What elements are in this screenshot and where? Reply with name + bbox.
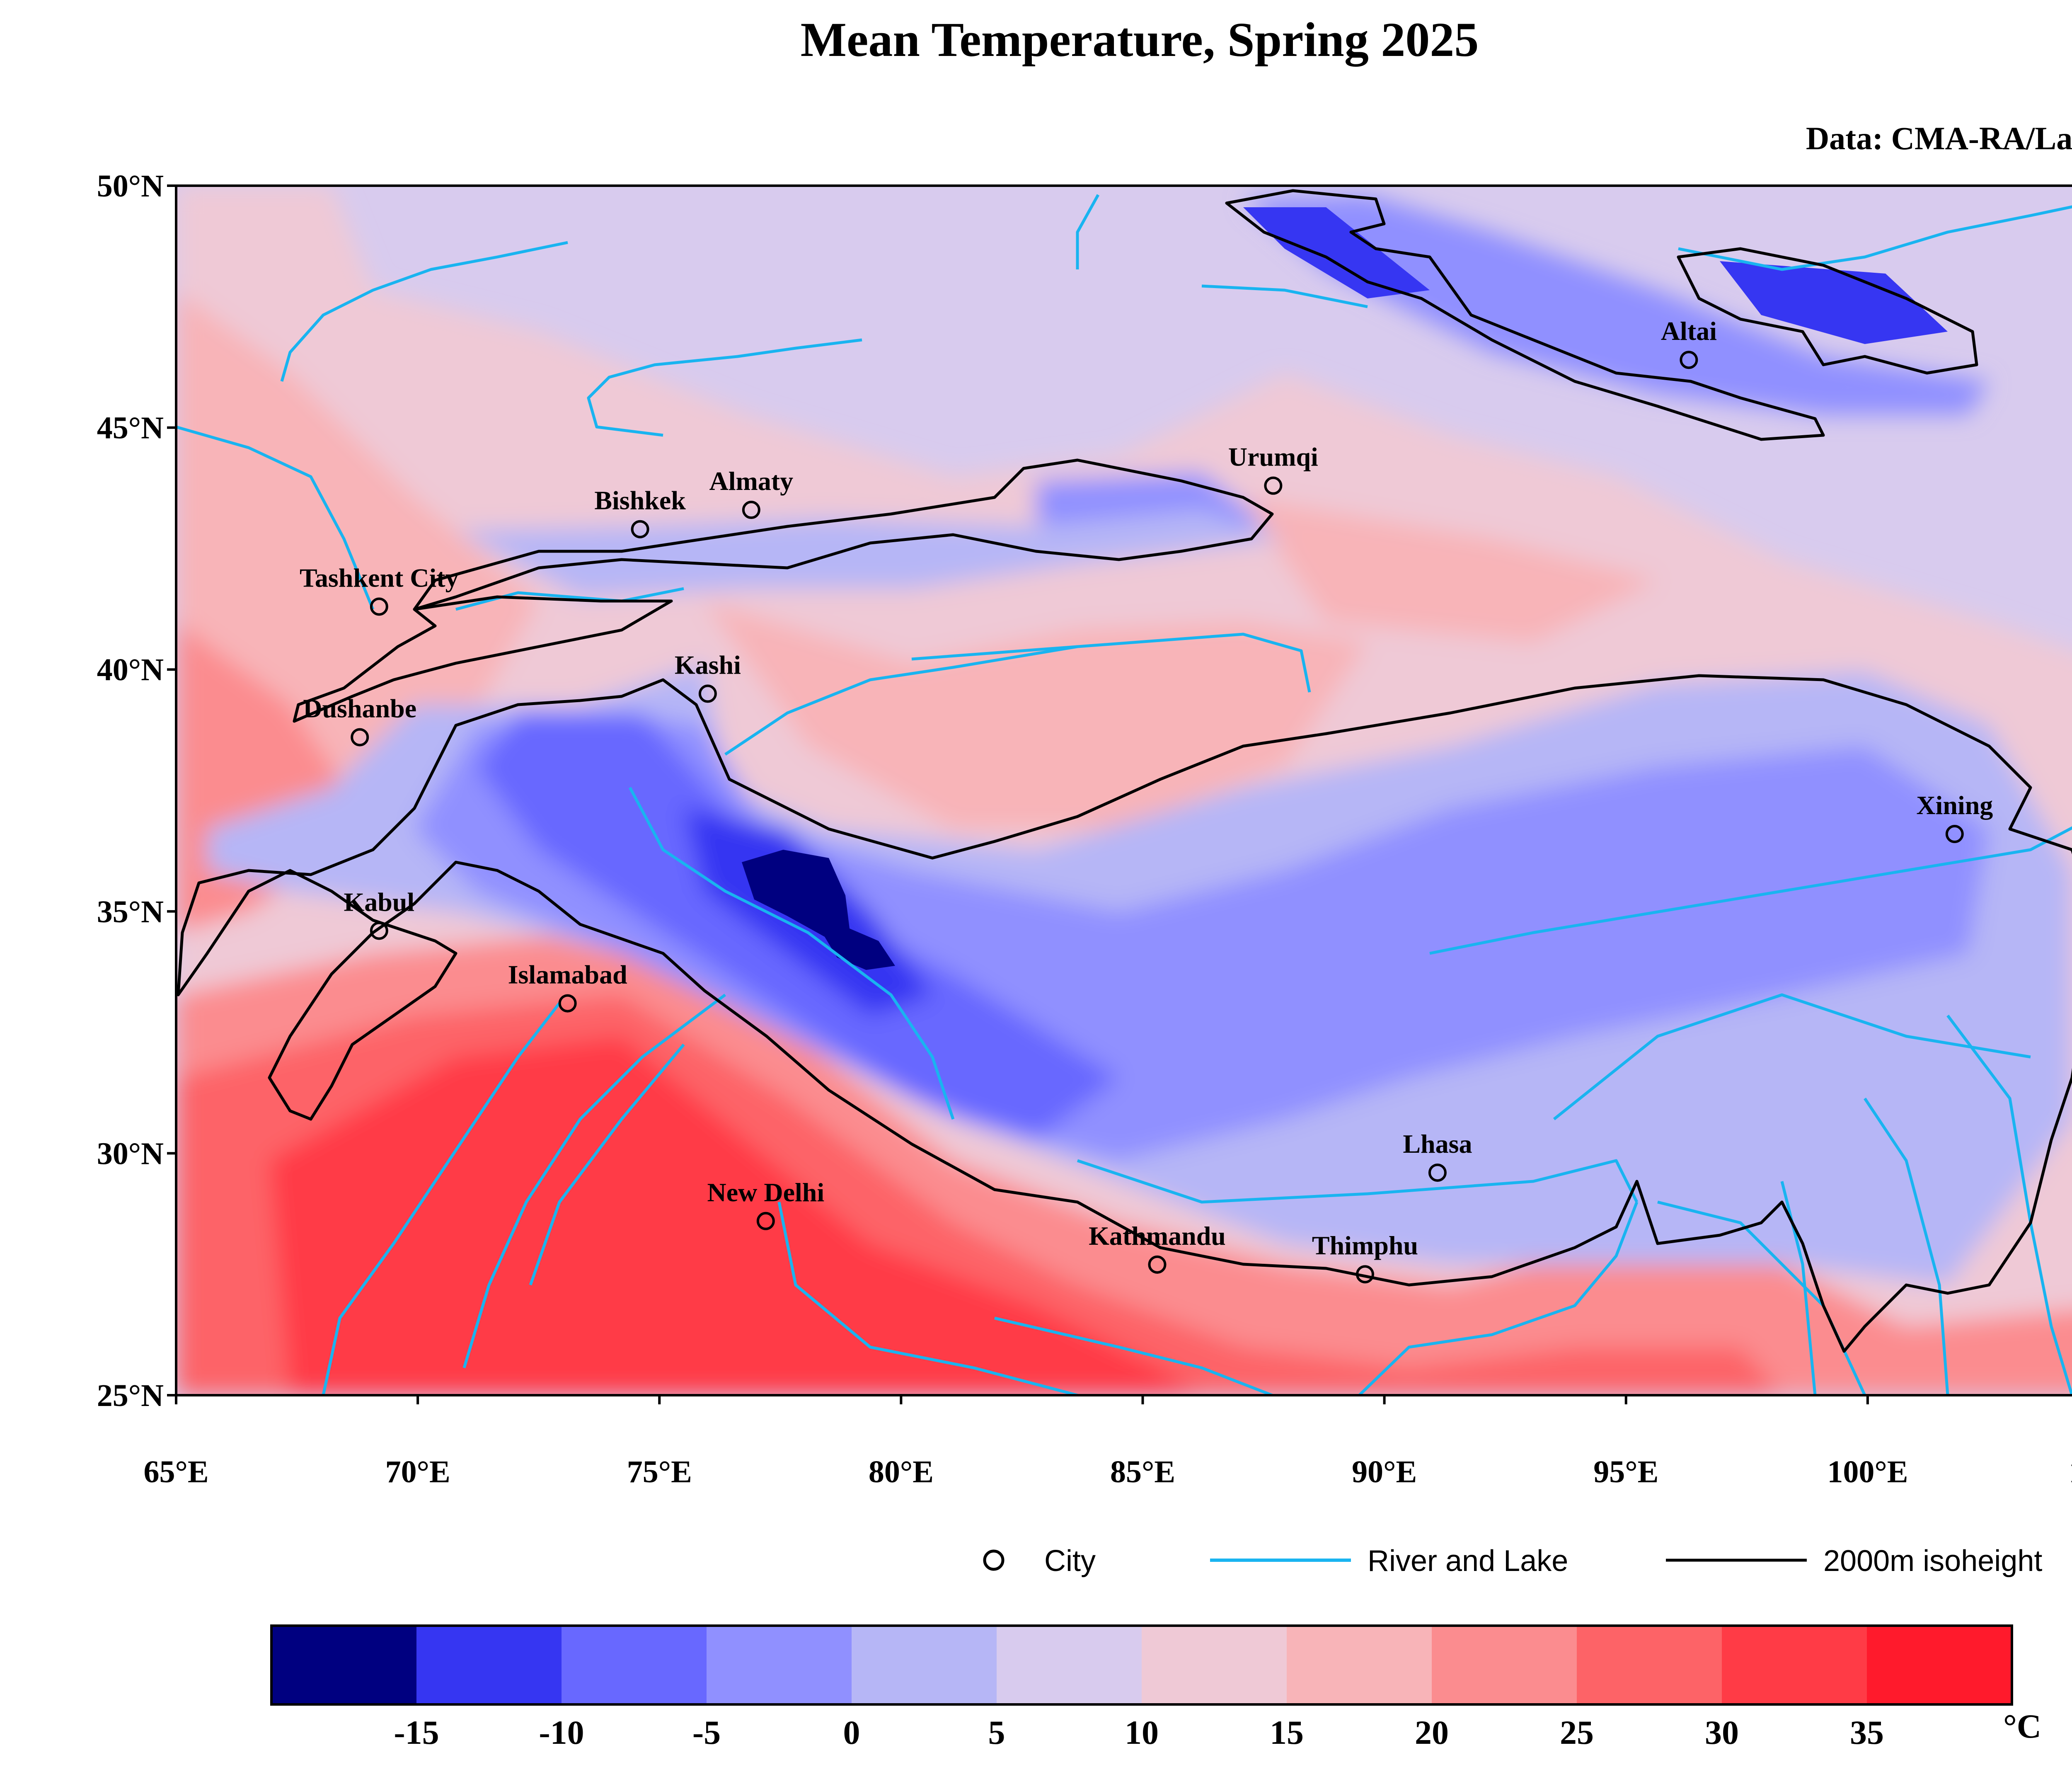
colorbar-swatch [1867,1626,2012,1704]
city-label: Tashkent City [300,563,459,592]
lon-tick-label: 80°E [869,1454,934,1489]
lon-tick-label: 95°E [1593,1454,1658,1489]
isoheight-2000m [177,189,2072,1353]
city-marker [1264,476,1283,495]
city-label: New Delhi [707,1178,825,1207]
city-layer: Altai Urumqi Almaty Bishkek Tashkent City Kas… [300,316,1993,1284]
city-label: Almaty [709,466,794,496]
legend-river-label: River and Lake [1368,1544,1568,1578]
city-label: Altai [1661,316,1717,346]
city-marker [370,921,388,940]
colorbar-tick-labels: -15 -10 -5 0 5 10 15 20 25 30 35 [394,1714,1884,1751]
rivers-and-lakes [176,194,2072,1395]
colorbar-tick-label: 15 [1270,1714,1304,1751]
city-marker [1428,1164,1447,1182]
colorbar-swatch [997,1626,1142,1704]
data-source: Data: CMA-RA/Land [1806,120,2072,156]
colorbar-tick-label: -10 [539,1714,584,1751]
colorbar-swatch [562,1626,707,1704]
city-marker [1945,825,1964,844]
city-label: Kathmandu [1089,1221,1226,1251]
lon-tick-label: 70°E [385,1454,450,1489]
map-title: Mean Temperature, Spring 2025 [801,12,1479,67]
city-label: Thimphu [1312,1231,1418,1260]
colorbar-swatch [1287,1626,1432,1704]
lon-tick-label: 75°E [627,1454,692,1489]
colorbar-frame [270,1624,2013,1706]
colorbar-swatch [1432,1626,1577,1704]
colorbar-swatch [416,1626,562,1704]
lat-tick-label: 30°N [97,1136,164,1171]
city-label: Urumqi [1228,442,1318,472]
legend-city-label: City [1044,1544,1096,1578]
colorbar-swatch [271,1626,417,1704]
city-label: Islamabad [508,960,627,989]
colorbar-tick-label: 20 [1415,1714,1449,1751]
legend-isoheight-label: 2000m isoheight [1823,1544,2042,1578]
colorbar-tick-label: -15 [394,1714,439,1751]
lon-tick-label: 105°E [2069,1454,2072,1489]
city-marker [370,597,388,616]
city-marker [756,1212,775,1230]
colorbar-tick-label: -5 [692,1714,721,1751]
lat-tick-label: 45°N [97,411,164,446]
lon-tick-label: 65°E [143,1454,208,1489]
city-label: Lhasa [1403,1129,1472,1159]
colorbar-tick-label: 10 [1125,1714,1159,1751]
city-marker [698,684,717,703]
city-marker [558,994,577,1013]
colorbar-tick-label: 25 [1560,1714,1594,1751]
colorbar-tick-label: 30 [1705,1714,1739,1751]
city-marker [351,728,369,747]
lat-tick-label: 50°N [97,169,164,204]
lon-tick-label: 100°E [1827,1454,1908,1489]
colorbar-swatch [707,1626,852,1704]
lat-tick-label: 40°N [97,652,164,687]
colorbar-swatch [852,1626,997,1704]
colorbar-tick-label: 0 [843,1714,860,1751]
city-marker [1148,1255,1167,1274]
city-label: Bishkek [594,486,686,515]
lon-tick-label: 90°E [1352,1454,1417,1489]
colorbar-swatch [1142,1626,1287,1704]
city-marker [1680,351,1698,369]
colorbar-tick-label: 5 [988,1714,1005,1751]
temperature-colorbar [270,1624,2013,1706]
city-label: Kabul [344,887,414,916]
city-marker [631,520,649,538]
longitude-axis: 65°E 70°E 75°E 80°E 85°E 90°E 95°E 100°E 105°E [143,1395,2072,1489]
colorbar-swatch [1577,1626,1722,1704]
city-label: Kashi [675,650,741,680]
map-legend: City River and Lake 2000m isoheight [983,1544,2042,1578]
city-marker-icon [983,1549,1005,1571]
colorbar-unit: °C [2003,1707,2041,1745]
lon-tick-label: 85°E [1110,1454,1175,1489]
lat-tick-label: 25°N [97,1378,164,1413]
colorbar-tick-label: 35 [1850,1714,1884,1751]
city-marker [742,501,760,519]
colorbar-swatch [1722,1626,1867,1704]
city-label: Xining [1916,790,1993,820]
city-label: Dushanbe [303,694,416,723]
latitude-axis: 50°N 45°N 40°N 35°N 30°N 25°N [97,169,176,1413]
city-marker [1356,1265,1374,1284]
lat-tick-label: 35°N [97,894,164,929]
